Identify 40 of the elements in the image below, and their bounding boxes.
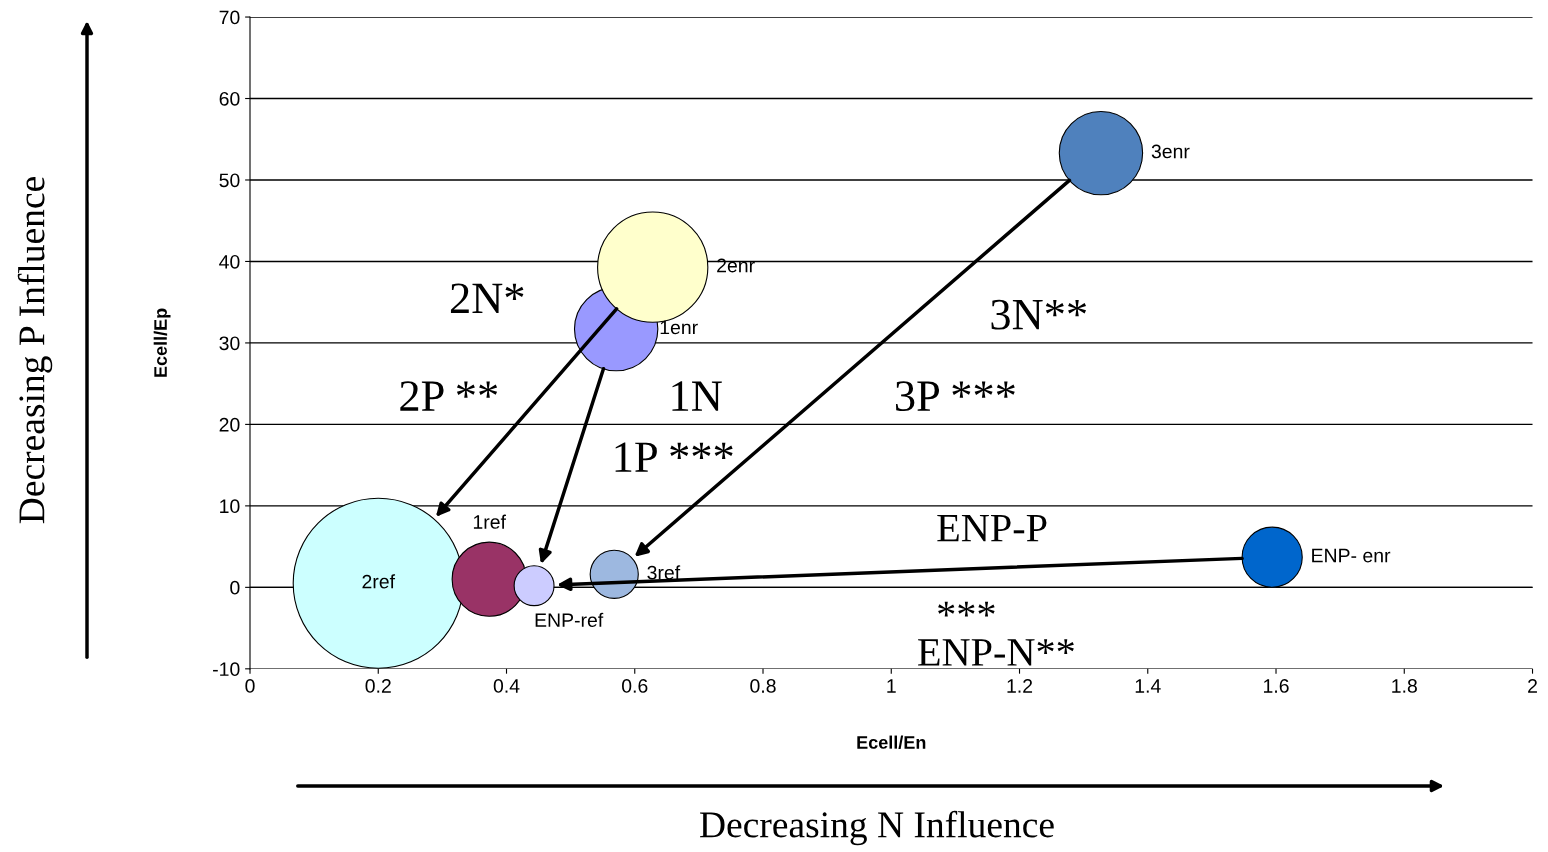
text: Decreasing N Influence — [700, 810, 1054, 846]
y-axis-title: Ecell/Ep — [153, 308, 171, 377]
annotation: ENP-N** — [918, 639, 1074, 666]
series-label: ENP- enr — [1312, 548, 1391, 563]
x-tick-label: 0.8 — [750, 679, 776, 693]
annotation: 2P ** — [400, 381, 498, 411]
series-label: 3enr — [1151, 144, 1190, 159]
x-tick-label: 1 — [887, 679, 896, 693]
y-tick-label: 50 — [219, 173, 240, 188]
y-tick-label: 60 — [219, 91, 240, 106]
x-tick-label: 0 — [245, 679, 255, 693]
text: ENP-P *** — [937, 514, 1047, 617]
series-label: 2ref — [362, 574, 396, 589]
x-tick-label: 0.2 — [365, 679, 391, 693]
annotation: 1P *** — [615, 442, 733, 472]
x-axis-title: Ecell/En — [857, 735, 926, 749]
series-label: 3ref — [647, 565, 681, 580]
series-label: 1ref — [473, 514, 506, 529]
x-tick-label: 0.6 — [622, 679, 648, 693]
y-tick-label: 20 — [219, 417, 240, 432]
x-tick-label: 1.4 — [1135, 679, 1161, 693]
y-tick-label: -10 — [213, 662, 240, 677]
annotation: 2N* — [450, 283, 524, 313]
y-tick-label: 10 — [220, 499, 240, 514]
series-label: ENP-ref — [535, 612, 604, 628]
annotation: 3N** — [991, 299, 1087, 330]
y-tick-label: 0 — [230, 580, 240, 595]
x-tick-label: 1.2 — [1007, 679, 1033, 693]
x-tick-label: 1.8 — [1392, 679, 1417, 693]
x-tick-label: 0.4 — [493, 679, 520, 693]
y-tick-label: 70 — [219, 10, 240, 25]
text: Decreasing P Influence — [17, 177, 53, 524]
y-tick-label: 40 — [219, 254, 240, 269]
annotation: 3P *** — [895, 381, 1015, 412]
series-label: 1enr — [660, 320, 698, 335]
series-label: 2enr — [717, 258, 755, 273]
annotation: 1N — [672, 381, 722, 411]
x-tick-label: 1.6 — [1263, 679, 1289, 693]
x-tick-label: 2 — [1528, 679, 1537, 693]
y-tick-label: 30 — [219, 336, 240, 351]
